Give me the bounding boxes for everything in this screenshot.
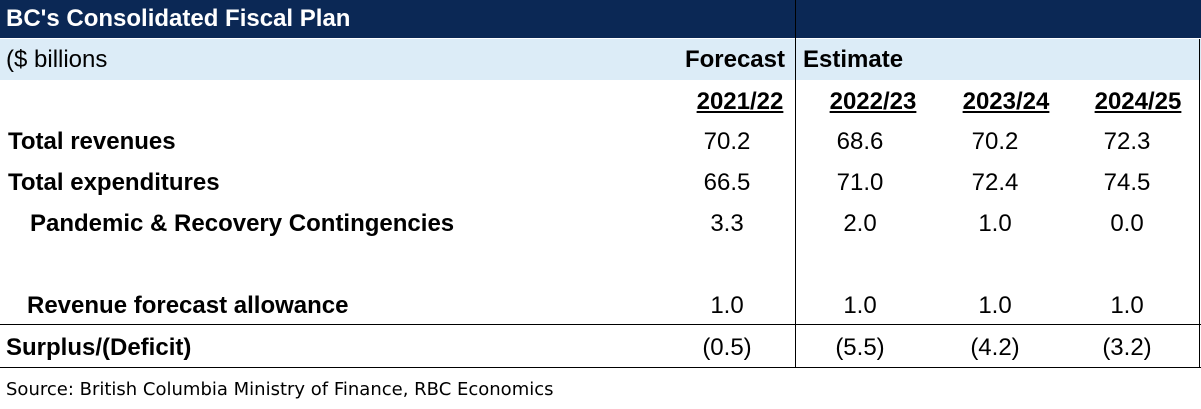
units-bar (0, 39, 1201, 80)
row-label: Pandemic & Recovery Contingencies (30, 210, 455, 237)
row-label: Revenue forecast allowance (27, 292, 349, 319)
cell-value: 70.2 (971, 128, 1019, 155)
year-header: 2023/24 (962, 88, 1050, 115)
row-rule (0, 324, 1201, 325)
row-label: Total revenues (8, 128, 176, 155)
cell-value: 2.0 (843, 210, 877, 237)
year-header: 2024/25 (1094, 88, 1182, 115)
cell-value: 66.5 (703, 169, 751, 196)
cell-value: 1.0 (843, 292, 877, 319)
units: ($ billions (6, 46, 108, 73)
cell-value: 70.2 (703, 128, 751, 155)
bottom-rule (0, 367, 1201, 368)
estimate-label: Estimate (803, 46, 904, 73)
right-border (1199, 39, 1200, 367)
cell-value: 71.0 (836, 169, 884, 196)
title-bar (0, 0, 1201, 38)
year-header: 2022/23 (829, 88, 917, 115)
cell-value: (5.5) (835, 334, 885, 361)
title: BC's Consolidated Fiscal Plan (6, 5, 351, 32)
year-header: 2021/22 (696, 88, 784, 115)
source: Source: British Columbia Ministry of Fin… (6, 379, 554, 400)
row-label: Surplus/(Deficit) (6, 334, 192, 361)
cell-value: 72.4 (971, 169, 1019, 196)
cell-value: 3.3 (710, 210, 744, 237)
cell-value: 72.3 (1103, 128, 1151, 155)
column-divider (795, 0, 796, 367)
cell-value: 68.6 (836, 128, 884, 155)
cell-value: 74.5 (1103, 169, 1151, 196)
cell-value: 0.0 (1110, 210, 1144, 237)
cell-value: 1.0 (978, 292, 1012, 319)
cell-value: 1.0 (710, 292, 744, 319)
cell-value: (4.2) (970, 334, 1020, 361)
cell-value: 1.0 (1110, 292, 1144, 319)
row-label: Total expenditures (8, 169, 220, 196)
cell-value: (0.5) (702, 334, 752, 361)
forecast-label: Forecast (684, 46, 785, 73)
cell-value: 1.0 (978, 210, 1012, 237)
cell-value: (3.2) (1102, 334, 1152, 361)
